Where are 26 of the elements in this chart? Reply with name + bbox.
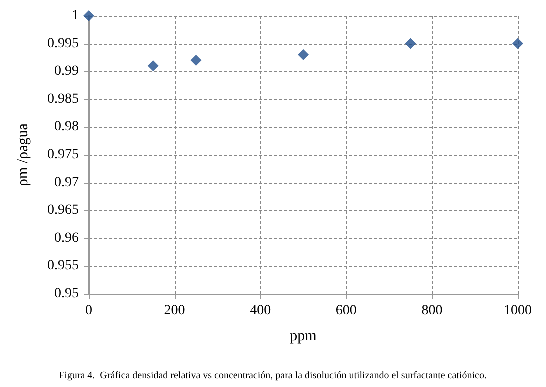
x-tick-label: 0: [86, 304, 92, 318]
x-tick-label: 200: [164, 304, 186, 318]
y-tick-label: 0.96: [54, 230, 79, 246]
y-tick-label: 0.97: [54, 175, 79, 190]
point: [190, 54, 202, 66]
y-tick-label: 0.975: [48, 148, 79, 162]
y-tick-label: 0.985: [48, 92, 79, 107]
x-tick-label: 400: [250, 304, 272, 318]
y-tick-label: 1: [72, 8, 79, 24]
point: [148, 60, 159, 72]
y-axis-title: ρm /ρagua: [16, 123, 32, 186]
point: [512, 38, 524, 50]
y-tick-label: 0.995: [48, 36, 79, 52]
y-tick-label: 0.955: [48, 258, 79, 274]
y-tick-label: 0.99: [54, 64, 79, 80]
y-tick-label: 0.965: [48, 203, 79, 218]
point: [298, 49, 309, 60]
point: [84, 10, 94, 22]
x-tick-label: 800: [422, 304, 443, 318]
y-tick-label: 0.98: [54, 120, 79, 135]
point: [405, 38, 416, 50]
x-tick-label: 600: [336, 304, 357, 318]
x-tick-label: 1000: [504, 304, 532, 318]
y-tick-label: 0.95: [54, 286, 79, 302]
text: Figura 4. Gráfica densidad relativa vs concentración, para la disolución utilizando el surfactante catiónico.: [59, 370, 487, 382]
x-axis-title: ppm: [290, 328, 318, 344]
